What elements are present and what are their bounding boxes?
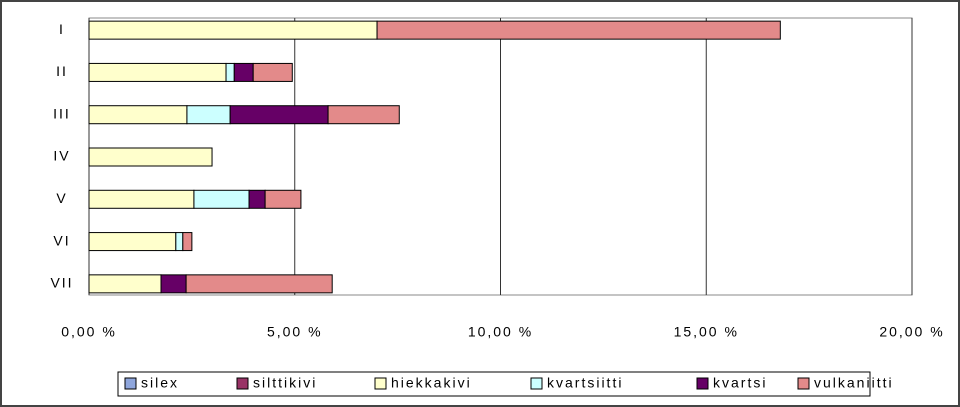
bar-segment [88, 105, 188, 125]
legend-swatch [797, 377, 810, 390]
bar-segment [88, 20, 378, 40]
bar-segment [186, 105, 231, 125]
x-tick-label: 20,00 % [879, 324, 944, 340]
bar-segment [88, 147, 213, 167]
x-tick-label: 10,00 % [468, 324, 533, 340]
legend-swatch [696, 377, 709, 390]
legend-swatch [236, 377, 249, 390]
bar-segment [252, 62, 293, 82]
bar-segment [376, 20, 781, 40]
legend-label: kvartsi [713, 375, 767, 391]
bar-segment [88, 62, 227, 82]
bar-segment [160, 274, 187, 294]
legend-swatch [124, 377, 137, 390]
y-tick-label: VII [50, 275, 73, 291]
legend-label: hiekkakivi [391, 375, 472, 391]
bar-segment [182, 232, 193, 252]
x-tick-label: 5,00 % [267, 324, 323, 340]
x-tick-label: 0,00 % [61, 324, 117, 340]
y-tick-label: II [56, 63, 68, 79]
bar-segment [185, 274, 333, 294]
legend-box [117, 371, 871, 397]
bar-segment [88, 189, 195, 209]
bar-segment [88, 232, 177, 252]
bar-segment [225, 62, 235, 82]
legend-swatch [374, 377, 387, 390]
legend-label: silex [141, 375, 179, 391]
bar-segment [88, 274, 162, 294]
bar-segment [264, 189, 302, 209]
bar-segment [248, 189, 266, 209]
bar-segment [193, 189, 250, 209]
legend-label: vulkaniitti [814, 375, 894, 391]
legend-label: silttikivi [253, 375, 317, 391]
legend-swatch [530, 377, 543, 390]
y-tick-label: IV [53, 148, 70, 164]
bar-segment [233, 62, 254, 82]
y-tick-label: V [56, 190, 67, 206]
y-tick-label: VI [53, 232, 70, 248]
y-tick-label: III [53, 105, 71, 121]
x-tick-label: 15,00 % [674, 324, 739, 340]
bar-segment [175, 232, 184, 252]
bar-segment [229, 105, 329, 125]
bar-segment [327, 105, 400, 125]
legend-label: kvartsiitti [547, 375, 623, 391]
y-tick-label: I [59, 21, 65, 37]
